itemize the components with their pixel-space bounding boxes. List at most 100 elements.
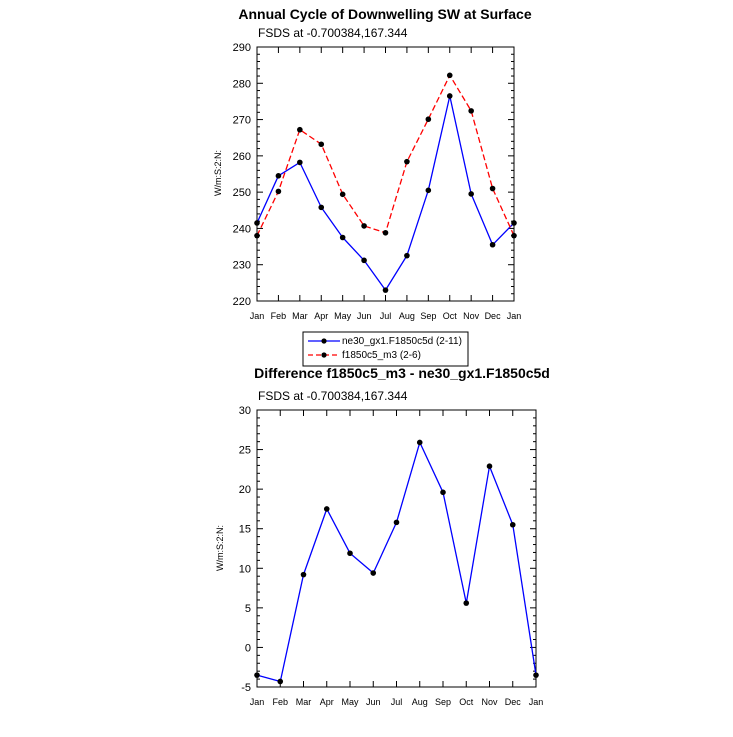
y-axis-label: W/m:S:2:N: (215, 525, 225, 571)
x-tick-label: Sep (435, 697, 451, 707)
data-point (446, 72, 453, 79)
data-point (277, 678, 284, 685)
y-axis-label: W/m:S:2:N: (213, 150, 223, 196)
x-tick-label: Oct (443, 311, 458, 321)
data-point (254, 672, 260, 678)
data-point (486, 463, 493, 469)
y-tick-label: 30 (239, 405, 251, 417)
x-tick-label: Jan (507, 311, 522, 321)
data-point (382, 229, 389, 236)
plot-border (256, 46, 515, 302)
x-tick-label: Jun (357, 311, 372, 321)
x-tick-label: May (334, 311, 352, 321)
y-tick-label: 280 (233, 78, 251, 90)
data-point (318, 204, 325, 211)
x-tick-label: Sep (420, 311, 436, 321)
y-tick-label: 20 (239, 484, 251, 496)
data-point (370, 570, 377, 576)
data-point (297, 159, 303, 166)
y-tick-label: 0 (245, 642, 251, 654)
y-tick-label: 240 (233, 223, 251, 235)
x-tick-label: Jul (391, 697, 403, 707)
x-tick-label: Apr (320, 697, 334, 707)
data-point (318, 141, 325, 148)
data-point (425, 116, 432, 123)
data-point (468, 191, 474, 197)
x-tick-label: May (341, 697, 359, 707)
data-point (275, 188, 282, 195)
data-point (463, 600, 470, 606)
y-tick-label: 25 (239, 445, 251, 457)
data-point (275, 173, 282, 179)
x-tick-label: Aug (412, 697, 428, 707)
x-tick-label: Feb (271, 311, 287, 321)
series-line-0 (256, 441, 537, 683)
x-tick-label: Mar (296, 697, 312, 707)
data-point (489, 185, 496, 192)
data-point (361, 257, 367, 264)
x-tick-label: Mar (292, 311, 308, 321)
plot-border (256, 409, 537, 688)
y-tick-label: 15 (239, 524, 251, 536)
legend-marker-1 (321, 352, 327, 358)
y-tick-label: -5 (241, 682, 251, 694)
data-point (509, 521, 516, 528)
data-point (339, 191, 346, 198)
data-point (425, 187, 432, 194)
legend: ne30_gx1.F1850c5d (2-11) f1850c5_m3 (2-6… (302, 331, 469, 367)
y-tick-label: 290 (233, 42, 251, 54)
series-group (254, 439, 539, 685)
data-point (404, 158, 410, 165)
data-point (533, 672, 539, 678)
legend-label-1: f1850c5_m3 (2-6) (342, 350, 421, 361)
data-point (382, 287, 389, 293)
data-point (300, 571, 307, 578)
x-tick-label: Nov (481, 697, 498, 707)
legend-box (302, 331, 469, 367)
y-tick-label: 270 (233, 115, 251, 127)
y-tick-label: 260 (233, 151, 251, 163)
legend-marker-0 (321, 338, 327, 344)
chart-title: Difference f1850c5_m3 - ne30_gx1.F1850c5… (254, 365, 550, 381)
data-point (393, 519, 400, 526)
data-point (347, 550, 353, 557)
x-tick-label: Dec (485, 311, 502, 321)
data-point (297, 126, 303, 133)
data-point (511, 232, 517, 239)
x-tick-label: Jun (366, 697, 381, 707)
data-point (468, 108, 474, 114)
data-point (361, 223, 367, 229)
chart-subtitle: FSDS at -0.700384,167.344 (258, 389, 408, 403)
y-tick-label: 250 (233, 187, 251, 199)
chart-subtitle: FSDS at -0.700384,167.344 (258, 26, 408, 40)
x-tick-label: Jan (250, 697, 265, 707)
x-tick-label: Jan (250, 311, 265, 321)
plot-frame: 220 230 240 250 260 270 280 290 Jan Feb Mar Apr May J… (233, 42, 522, 321)
data-point (416, 439, 423, 446)
legend-label-0: ne30_gx1.F1850c5d (2-11) (342, 336, 462, 347)
x-tick-label: Jan (529, 697, 544, 707)
data-point (339, 234, 346, 241)
data-point (254, 220, 260, 226)
x-tick-label: Jul (380, 311, 392, 321)
x-tick-label: Aug (399, 311, 415, 321)
x-tick-label: Feb (272, 697, 288, 707)
data-point (511, 220, 517, 226)
data-point (404, 252, 410, 259)
data-point (446, 93, 453, 99)
data-point (323, 506, 330, 512)
data-point (440, 489, 446, 496)
y-tick-label: 5 (245, 603, 251, 615)
data-point (489, 241, 496, 248)
x-tick-label: Oct (459, 697, 474, 707)
difference-chart: Difference f1850c5_m3 - ne30_gx1.F1850c5… (215, 365, 550, 707)
series-line-1 (256, 74, 515, 236)
data-point (254, 232, 260, 239)
series-group (254, 72, 517, 293)
x-tick-label: Apr (314, 311, 328, 321)
x-tick-label: Dec (505, 697, 522, 707)
y-tick-label: 10 (239, 563, 251, 575)
plot-frame: -5 0 5 10 15 20 25 30 Jan Feb Mar Apr May Jun Jul Aug Se… (239, 405, 544, 707)
annual-cycle-chart: Annual Cycle of Downwelling SW at Surfac… (213, 6, 532, 321)
